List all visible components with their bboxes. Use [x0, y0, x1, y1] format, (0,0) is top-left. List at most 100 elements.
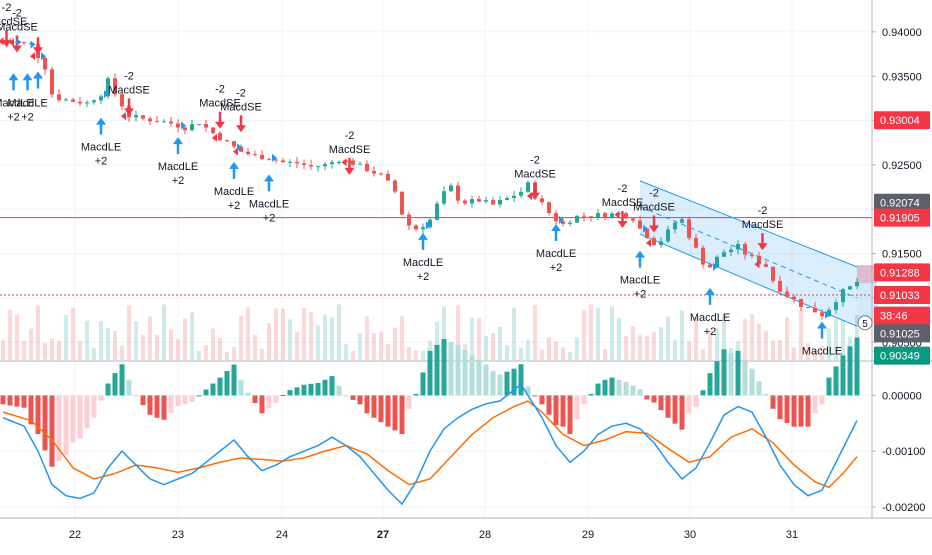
macd-hist-bar — [287, 390, 293, 396]
macd-hist-bar — [658, 395, 664, 411]
macd-hist-bar — [462, 350, 468, 396]
macd-tick-label: 0.00000 — [882, 390, 922, 402]
candle-body — [386, 173, 390, 181]
macd-hist-bar — [777, 395, 783, 420]
volume-bars — [1, 304, 859, 360]
macd-hist-bar — [392, 395, 398, 431]
candle-body — [848, 286, 852, 290]
buy-label: MacdLE — [690, 312, 730, 324]
volume-bar — [169, 329, 173, 360]
sell-label: MacdSE — [514, 169, 556, 181]
sell-qty: -2 — [2, 2, 12, 14]
candle-body — [295, 161, 299, 164]
macd-hist-bar — [763, 393, 769, 396]
macd-hist-bar — [728, 353, 734, 396]
macd-hist-bar — [693, 395, 699, 408]
buy-qty: +2 — [172, 175, 185, 187]
candle-body — [435, 203, 439, 220]
volume-bar — [400, 316, 404, 360]
buy-label: MacdLE — [249, 198, 289, 210]
candle-body — [309, 164, 313, 167]
candle-body — [736, 244, 740, 250]
price-badge: 0.90349 — [874, 346, 930, 365]
volume-bar — [575, 337, 579, 360]
candle-body — [498, 199, 502, 205]
macd-hist-bar — [91, 395, 97, 418]
sell-label: MacdSE — [108, 84, 150, 96]
macd-hist-bar — [630, 385, 636, 396]
macd-hist-bar — [154, 395, 160, 418]
macd-hist-bar — [140, 395, 146, 406]
macd-hist-bar — [679, 395, 685, 430]
volume-bar — [274, 308, 278, 360]
macd-hist-bar — [742, 359, 748, 396]
macd-hist-bar — [588, 393, 594, 396]
buy-arrow-head — [8, 73, 19, 81]
buy-signal: MacdLE +2 — [214, 161, 254, 212]
macd-hist-bar — [749, 368, 755, 396]
macd-hist-bar — [700, 390, 706, 396]
candle-body — [162, 121, 166, 123]
candle-body — [687, 219, 691, 238]
candle-body — [400, 191, 404, 215]
candle-body — [820, 312, 824, 317]
volume-bar — [344, 343, 348, 360]
price-badge-text: 0.91033 — [880, 290, 920, 302]
macd-hist-bar — [553, 395, 559, 426]
macd-hist-bar — [189, 395, 195, 402]
candle-body — [547, 202, 551, 214]
time-tick-label: 23 — [172, 529, 184, 541]
candle-body — [624, 213, 628, 219]
macd-hist-bar — [623, 382, 629, 396]
sell-qty: -2 — [649, 187, 659, 199]
candle-body — [659, 241, 663, 246]
sell-signal: -2 MacdSE — [108, 70, 150, 116]
macd-hist-bar — [161, 395, 167, 420]
price-badge-bg — [874, 346, 930, 365]
price-badge-text: 0.90349 — [880, 351, 920, 363]
macd-hist-bar — [63, 395, 69, 455]
volume-bar — [477, 317, 481, 360]
candle-body — [456, 185, 460, 201]
volume-bar — [155, 334, 159, 360]
volume-bar — [330, 317, 334, 360]
buy-arrow-head — [551, 223, 561, 231]
buy-arrow-head — [96, 117, 106, 125]
price-badge-bg — [874, 263, 930, 282]
volume-bar — [806, 343, 810, 360]
macd-hist-bar — [504, 371, 510, 396]
macd-hist-bar — [210, 383, 216, 396]
buy-qty: +2 — [704, 326, 717, 338]
volume-bar — [470, 318, 474, 360]
volume-bar — [78, 340, 82, 360]
volume-bar — [736, 341, 740, 360]
volume-bar — [414, 350, 418, 360]
candle-body — [211, 127, 215, 134]
candle-body — [519, 191, 523, 196]
volume-bar — [43, 342, 47, 360]
volume-bar — [505, 345, 509, 360]
candle-body — [302, 163, 306, 165]
candle-body — [631, 218, 635, 221]
candle-body — [225, 140, 229, 142]
buy-signal — [33, 71, 43, 89]
macd-hist-bar — [602, 379, 608, 396]
macd-hist-bar — [434, 344, 440, 396]
price-badges: 0.93004 0.92074 0.91905 0.91288 0.91033 38:46… — [857, 111, 930, 365]
macd-hist-bar — [56, 395, 62, 461]
candle-body — [715, 256, 719, 268]
candle-body — [351, 160, 355, 165]
macd-hist-bar — [329, 376, 335, 396]
candle-body — [78, 101, 82, 104]
candle-body — [218, 133, 222, 141]
macd-hist-bar — [756, 381, 762, 396]
channel-lower — [639, 233, 858, 327]
volume-bar — [302, 308, 306, 360]
macd-hist-bar — [413, 393, 419, 396]
macd-hist-bar — [455, 344, 461, 396]
macd-hist-bar — [371, 395, 377, 418]
macd-hist-bar — [483, 364, 489, 396]
macd-hist-bar — [35, 395, 41, 435]
volume-bar — [715, 328, 719, 360]
